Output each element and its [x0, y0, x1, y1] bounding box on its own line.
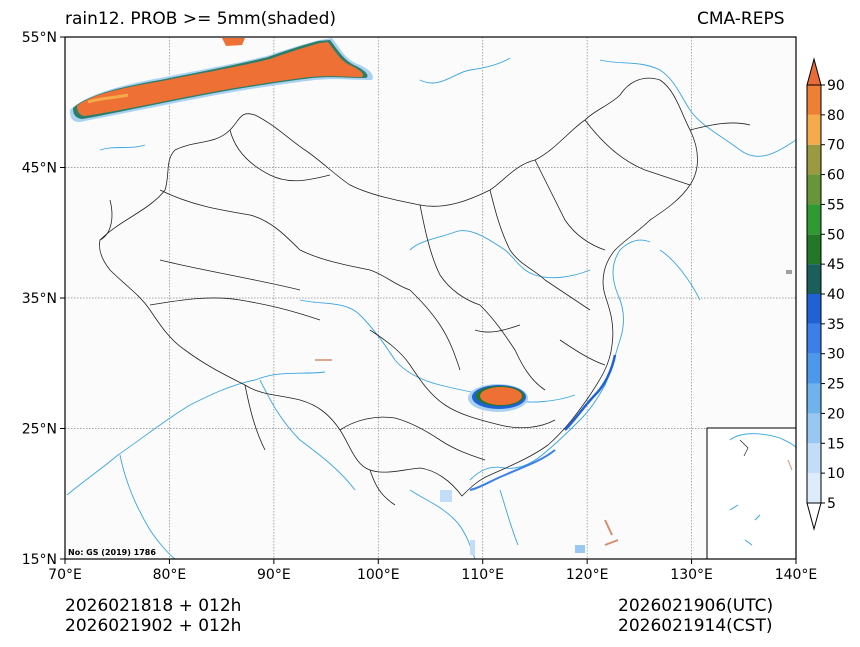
map-title: rain12. PROB >= 5mm(shaded)	[65, 9, 337, 29]
valid-time-utc: 2026021906(UTC)	[618, 596, 774, 616]
colorbar-segment	[807, 204, 821, 235]
colorbar-segment	[807, 85, 821, 115]
x-tick-label: 140°E	[775, 567, 818, 583]
colorbar-segment	[807, 353, 821, 384]
colorbar-extend-max	[806, 57, 822, 86]
colorbar-segment	[807, 264, 821, 294]
x-tick-label: 130°E	[670, 567, 713, 583]
colorbar-tick-label: 25	[827, 377, 845, 393]
colorbar-tick-label: 40	[827, 287, 845, 303]
axis-labels: 70°E 80°E 90°E 100°E 110°E 120°E 130°E 140°E 15°…	[22, 30, 818, 583]
init-time-cst: 2026021902 + 012h	[65, 616, 242, 636]
x-tick-label: 80°E	[153, 567, 187, 583]
model-name: CMA-REPS	[697, 9, 785, 29]
footer-left: 2026021818 + 012h 2026021902 + 012h	[65, 596, 241, 636]
valid-time-cst: 2026021914(CST)	[618, 616, 773, 636]
axis-ticks	[60, 36, 797, 564]
colorbar-tick-label: 5	[827, 496, 836, 512]
colorbar-tick-label: 10	[827, 466, 845, 482]
x-tick-label: 120°E	[566, 567, 609, 583]
rivers-and-coastlines	[66, 57, 796, 559]
colorbar-tick-label: 15	[827, 436, 845, 452]
colorbar-extend-min	[806, 502, 822, 531]
init-time-utc: 2026021818 + 012h	[65, 596, 242, 616]
x-tick-label: 90°E	[257, 567, 291, 583]
colorbar-segment	[807, 234, 821, 265]
colorbar-segment	[807, 144, 821, 175]
y-tick-label: 15°N	[22, 552, 57, 568]
y-tick-label: 55°N	[22, 30, 57, 46]
colorbar-tick-label: 20	[827, 406, 845, 422]
colorbar-segment	[807, 323, 821, 354]
colorbar: 5 10 15 20 25 30 35 40 45 50 55 60 70 80 90	[806, 57, 845, 531]
y-tick-label: 45°N	[22, 161, 57, 177]
colorbar-segment	[807, 114, 821, 145]
colorbar-segment	[807, 383, 821, 414]
colorbar-segment	[807, 413, 821, 444]
colorbar-segment	[807, 443, 821, 474]
x-tick-label: 70°E	[48, 567, 82, 583]
colorbar-tick-label: 50	[827, 227, 845, 243]
colorbar-tick-label: 90	[827, 78, 845, 94]
colorbar-segment	[807, 294, 821, 324]
colorbar-tick-label: 30	[827, 347, 845, 363]
footer-right: 2026021906(UTC) 2026021914(CST)	[618, 596, 773, 636]
colorbar-segment	[807, 174, 821, 205]
precip-shading	[70, 38, 792, 555]
x-tick-label: 100°E	[357, 567, 400, 583]
colorbar-tick-label: 45	[827, 257, 845, 273]
map-approval-number: No: GS (2019) 1786	[68, 548, 156, 557]
y-tick-label: 35°N	[22, 291, 57, 307]
colorbar-tick-label: 60	[827, 168, 845, 184]
colorbar-tick-label: 35	[827, 317, 845, 333]
x-tick-label: 110°E	[461, 567, 504, 583]
y-tick-label: 25°N	[22, 422, 57, 438]
gridlines	[65, 37, 796, 559]
colorbar-tick-label: 80	[827, 108, 845, 124]
colorbar-segment	[807, 473, 821, 503]
political-borders	[99, 77, 751, 506]
colorbar-tick-label: 55	[827, 197, 845, 213]
colorbar-tick-label: 70	[827, 138, 845, 154]
south-china-sea-inset	[706, 427, 796, 559]
